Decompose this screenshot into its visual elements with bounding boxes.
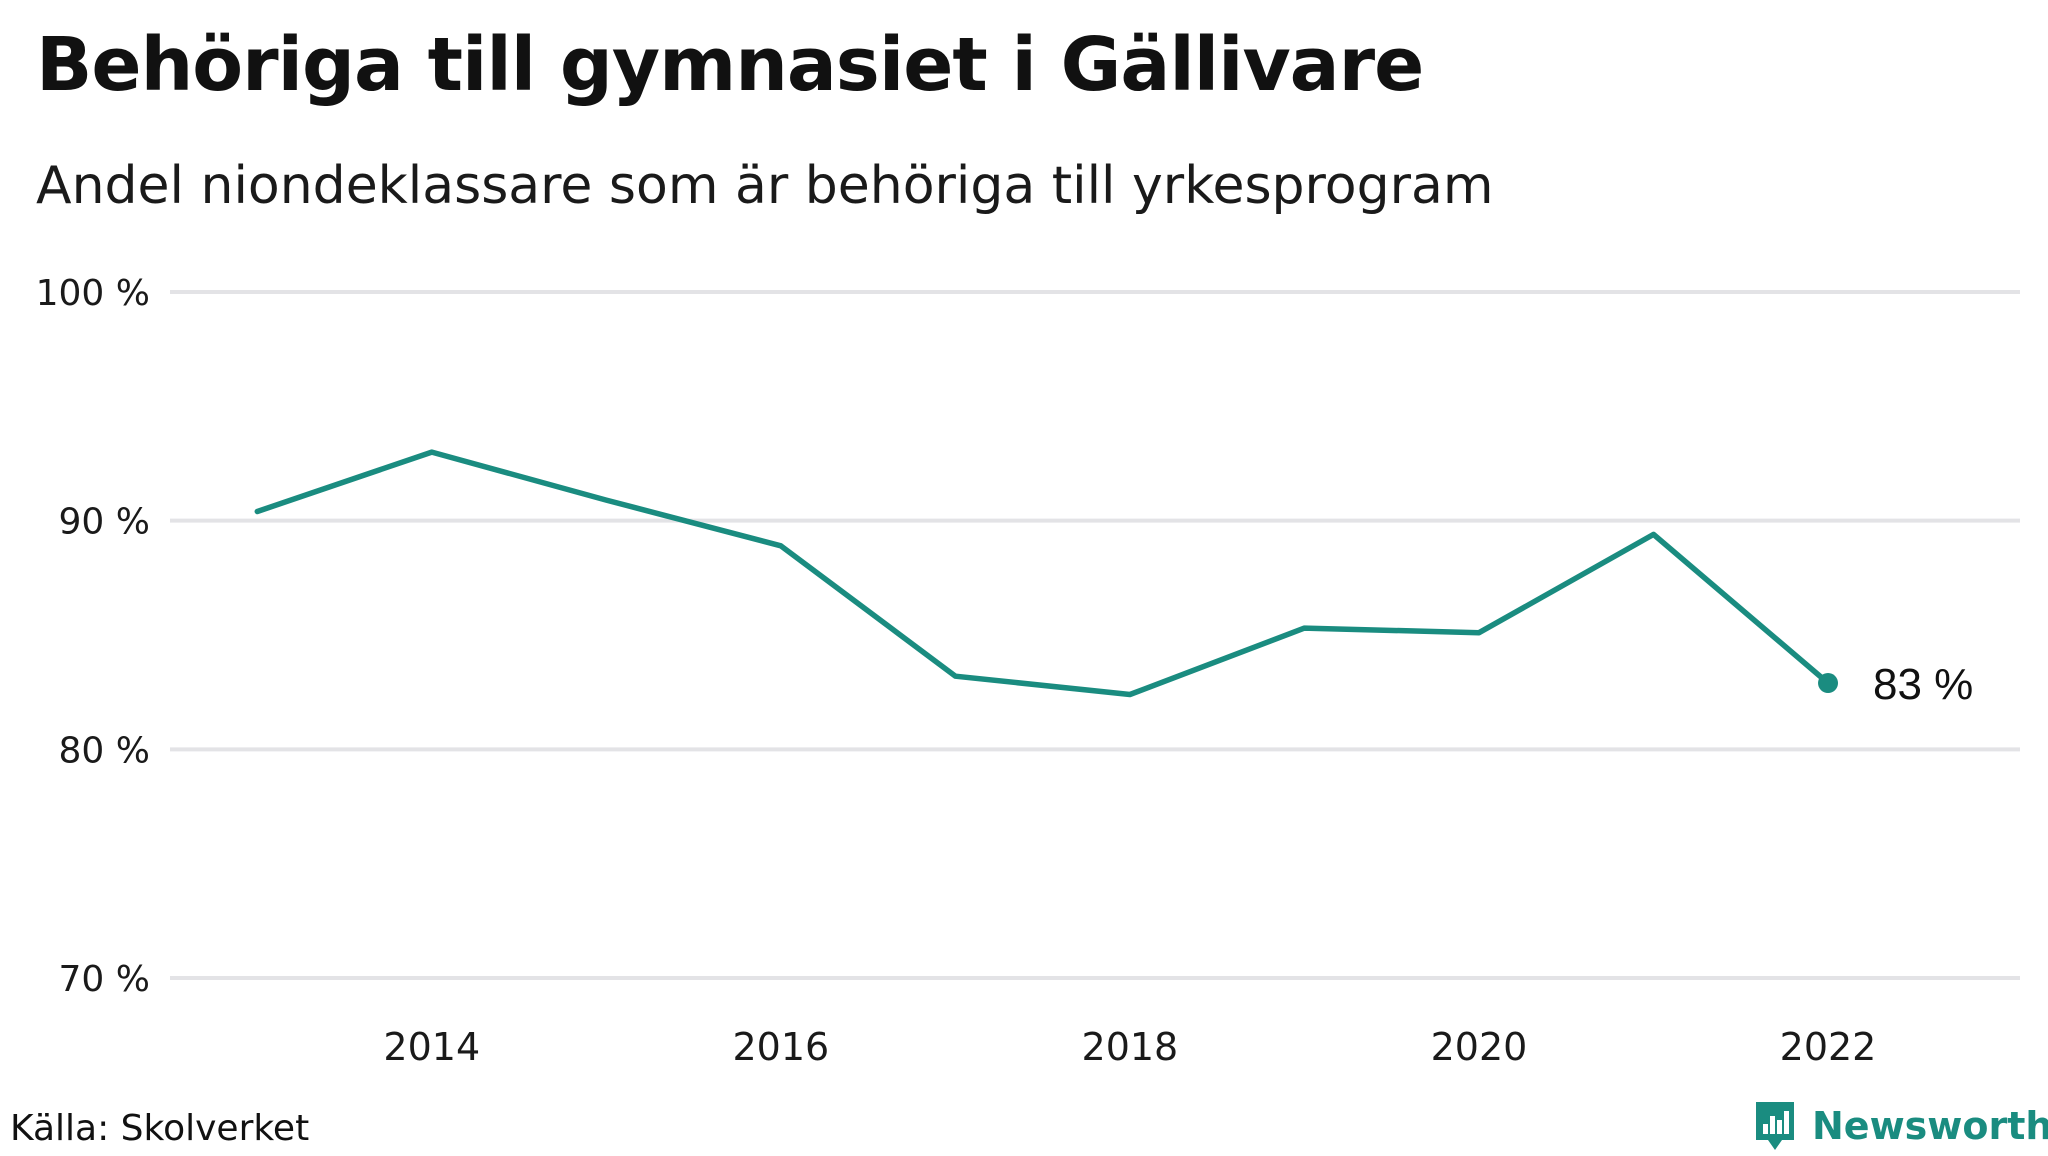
data-point: [605, 499, 607, 501]
brand-logo: Newsworthy: [1752, 1096, 2048, 1156]
end-value-label: 83 %: [1873, 660, 1973, 709]
brand-name: Newsworthy: [1812, 1104, 2048, 1148]
x-tick-label: 2022: [1780, 1025, 1877, 1069]
y-tick-label: 100 %: [36, 273, 150, 314]
x-tick-label: 2014: [383, 1025, 480, 1069]
data-point: [256, 511, 258, 513]
newsworthy-logo-icon: [1756, 1102, 1794, 1150]
end-point-marker: [1818, 673, 1839, 694]
y-tick-label: 70 %: [59, 959, 150, 1000]
data-point: [1478, 632, 1480, 634]
series-line-group: 83 %: [254, 449, 1973, 709]
y-axis: 70 % 80 % 90 % 100 %: [36, 273, 150, 1000]
y-tick-label: 80 %: [59, 730, 150, 771]
data-point: [780, 545, 782, 547]
gridlines: [170, 290, 2020, 980]
data-point: [1129, 693, 1131, 695]
y-tick-label: 90 %: [59, 502, 150, 543]
x-axis: 2014 2016 2018 2020 2022: [383, 1025, 1876, 1069]
x-tick-label: 2020: [1431, 1025, 1528, 1069]
chart-subtitle: Andel niondeklassare som är behöriga til…: [36, 156, 1494, 216]
data-point: [1652, 533, 1654, 535]
data-point: [431, 451, 433, 453]
x-tick-label: 2018: [1082, 1025, 1179, 1069]
series-line: [254, 449, 1831, 698]
x-tick-label: 2016: [732, 1025, 829, 1069]
source-note: Källa: Skolverket: [10, 1108, 310, 1149]
chart-title: Behöriga till gymnasiet i Gällivare: [36, 22, 1424, 108]
data-point: [1303, 627, 1305, 629]
data-point: [954, 675, 956, 677]
